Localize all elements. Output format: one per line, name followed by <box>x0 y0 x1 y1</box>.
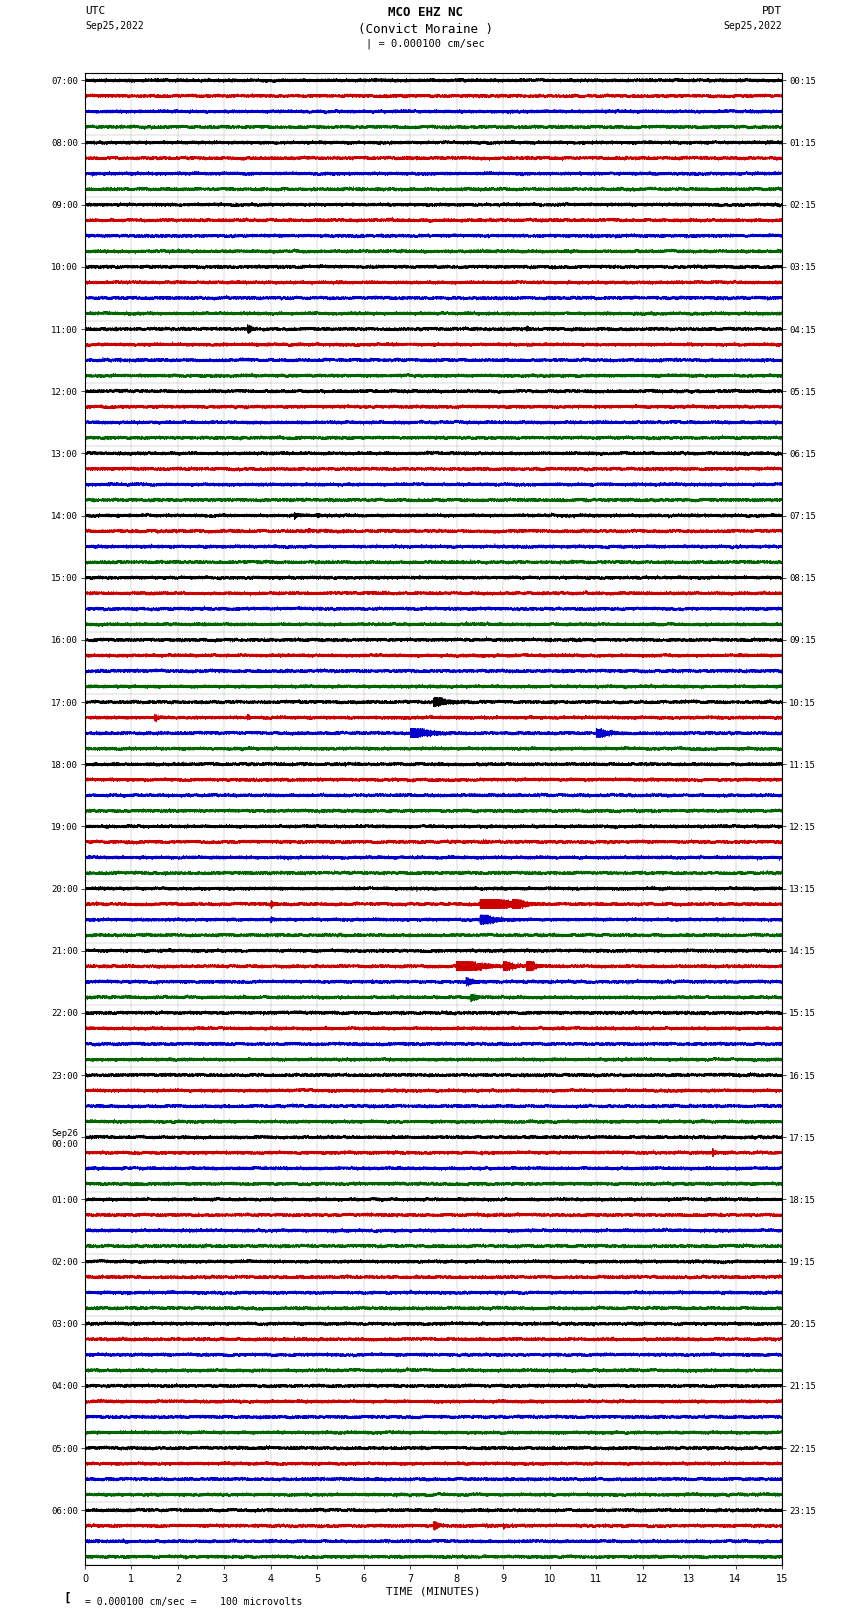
Text: PDT: PDT <box>762 6 782 16</box>
Text: [: [ <box>64 1592 71 1605</box>
Text: = 0.000100 cm/sec =    100 microvolts: = 0.000100 cm/sec = 100 microvolts <box>85 1597 303 1607</box>
Text: | = 0.000100 cm/sec: | = 0.000100 cm/sec <box>366 39 484 50</box>
Text: UTC: UTC <box>85 6 105 16</box>
Text: Sep25,2022: Sep25,2022 <box>85 21 144 31</box>
Text: (Convict Moraine ): (Convict Moraine ) <box>358 23 492 35</box>
X-axis label: TIME (MINUTES): TIME (MINUTES) <box>386 1587 481 1597</box>
Text: Sep25,2022: Sep25,2022 <box>723 21 782 31</box>
Text: MCO EHZ NC: MCO EHZ NC <box>388 6 462 19</box>
